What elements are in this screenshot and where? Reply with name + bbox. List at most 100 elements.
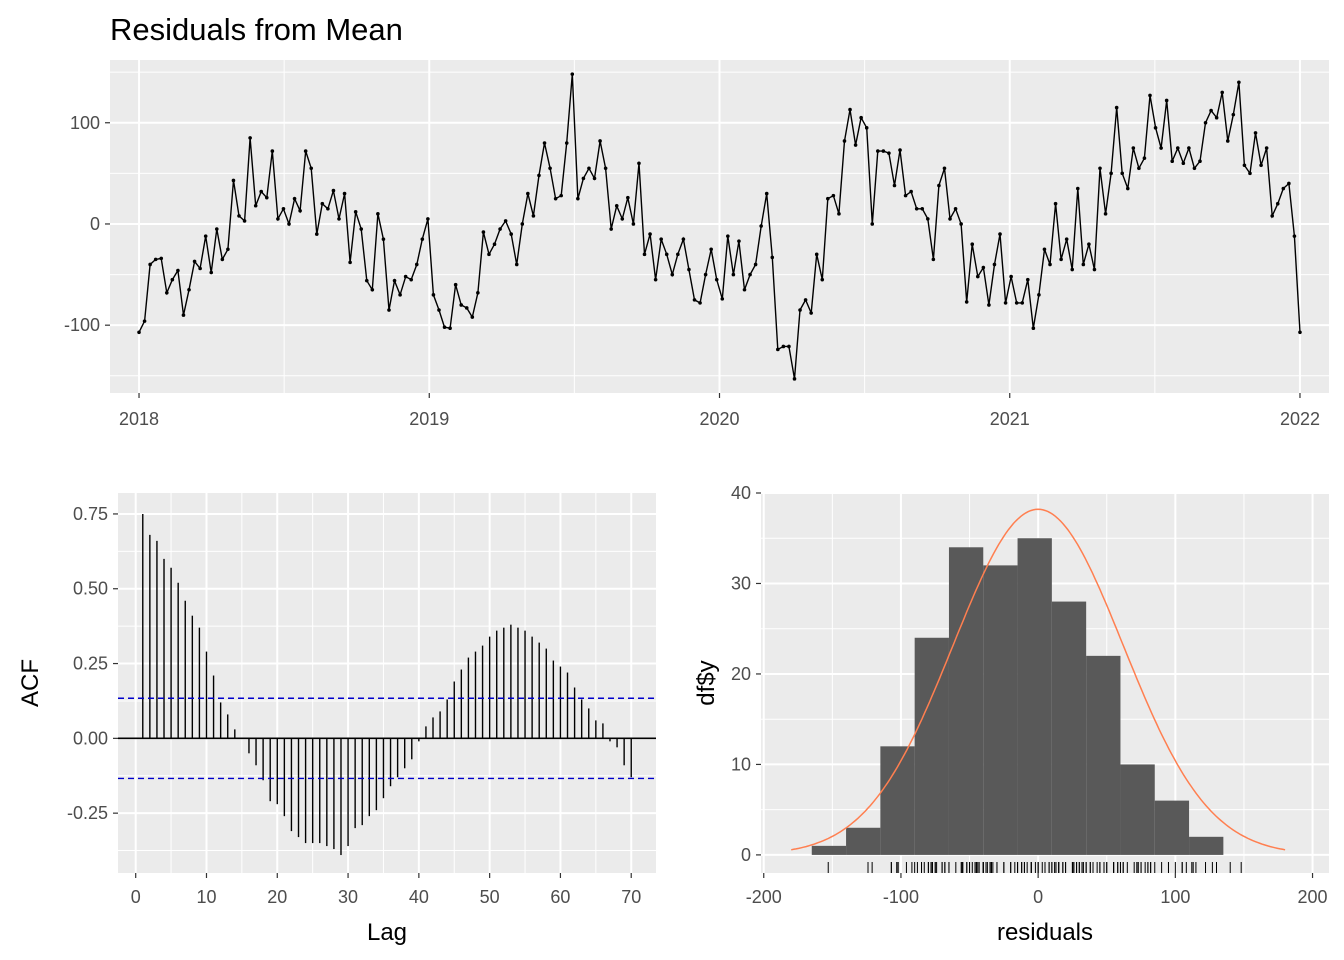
data-point (187, 287, 191, 292)
data-point (1298, 330, 1302, 335)
data-point (581, 176, 586, 181)
data-point (642, 252, 647, 257)
histogram-bar (1189, 836, 1224, 855)
data-point (648, 232, 652, 236)
data-point (626, 195, 630, 200)
y-tick-label: 0 (90, 214, 100, 234)
acf-bars (118, 513, 656, 856)
data-point (448, 326, 452, 331)
data-point (1225, 139, 1230, 143)
data-point (1064, 237, 1069, 241)
x-tick-label: 30 (338, 887, 358, 907)
data-point (464, 306, 469, 310)
data-point (281, 206, 286, 211)
data-point (192, 259, 197, 264)
data-point (1009, 274, 1013, 279)
data-point (853, 143, 858, 147)
time-plot-series (137, 72, 1302, 381)
data-point (298, 209, 302, 213)
data-point (453, 282, 458, 287)
data-point (975, 274, 980, 279)
y-tick-label: 40 (731, 483, 751, 503)
data-point (898, 148, 902, 152)
data-point (1264, 146, 1269, 150)
data-point (264, 195, 269, 200)
histogram-bar (983, 565, 1018, 855)
data-point (953, 206, 958, 211)
data-point (848, 107, 852, 112)
data-point (881, 149, 886, 153)
y-tick-label: -0.25 (67, 803, 108, 823)
data-point (792, 377, 797, 381)
data-point (1170, 159, 1175, 164)
data-point (398, 293, 402, 297)
data-point (1192, 166, 1197, 171)
data-point (342, 191, 347, 196)
data-point (1292, 234, 1297, 238)
data-point (726, 234, 730, 238)
data-point (970, 242, 975, 247)
data-point (914, 206, 919, 211)
data-point (1281, 186, 1286, 191)
y-tick-label: -100 (64, 315, 100, 335)
data-point (476, 290, 480, 295)
data-point (231, 178, 236, 183)
data-point (859, 115, 863, 120)
data-point (509, 232, 513, 236)
data-point (681, 237, 686, 241)
data-point (1270, 214, 1275, 218)
data-point (376, 212, 380, 216)
histogram-bars (811, 538, 1224, 855)
data-point (981, 265, 986, 270)
data-point (137, 330, 141, 335)
histogram-bar (1086, 655, 1121, 855)
data-point (337, 217, 341, 221)
data-point (592, 176, 597, 181)
data-point (614, 203, 619, 208)
x-tick-label: 2022 (1280, 409, 1320, 429)
data-point (392, 278, 397, 283)
data-point (903, 193, 908, 198)
data-point (748, 272, 752, 277)
data-point (353, 210, 358, 214)
data-point (292, 196, 297, 201)
x-tick-label: 0 (1033, 887, 1043, 907)
time-plot-y-axis: -100 0 100 (64, 113, 110, 335)
histogram-bar (811, 845, 847, 855)
data-point (692, 298, 697, 302)
data-point (242, 219, 247, 223)
data-point (1203, 120, 1208, 125)
x-tick-label: 10 (196, 887, 216, 907)
data-point (664, 252, 669, 257)
x-tick-label: 70 (621, 887, 641, 907)
y-tick-label: 0.75 (73, 504, 108, 524)
x-tick-label: 20 (267, 887, 287, 907)
residual-time-plot: Residuals from Mean 2018 2019 2020 2021 2022… (64, 12, 1329, 429)
data-point (142, 319, 147, 323)
data-point (1248, 171, 1252, 176)
y-tick-label: 0 (741, 845, 751, 865)
data-point (314, 232, 319, 236)
data-point (1220, 90, 1225, 95)
x-tick-label: 50 (480, 887, 500, 907)
data-point (370, 287, 375, 292)
data-point (814, 252, 819, 257)
data-point (1014, 301, 1019, 305)
data-point (570, 72, 575, 76)
data-point (937, 183, 941, 188)
data-point (1175, 146, 1180, 150)
data-point (803, 298, 808, 302)
data-point (364, 278, 369, 283)
data-point (309, 166, 314, 171)
data-point (1114, 105, 1119, 110)
histogram-bar (1051, 601, 1087, 855)
data-point (1020, 301, 1025, 305)
x-tick-label: 40 (409, 887, 429, 907)
data-point (237, 214, 241, 218)
y-tick-label: 0.00 (73, 728, 108, 748)
y-tick-label: 0.25 (73, 654, 108, 674)
data-point (426, 217, 430, 221)
data-point (764, 191, 769, 196)
y-tick-label: 10 (731, 754, 751, 774)
